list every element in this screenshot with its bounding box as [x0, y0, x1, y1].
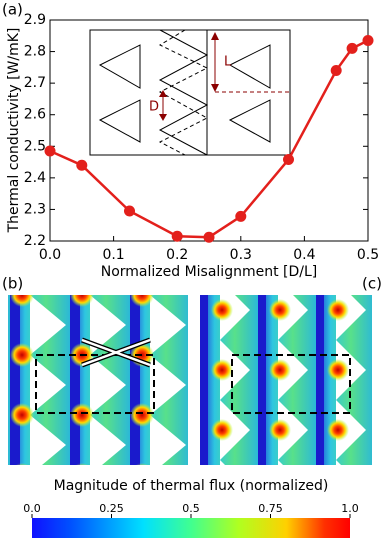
- point: [171, 230, 183, 242]
- point: [283, 154, 294, 166]
- y-tick-label: 2.2: [24, 233, 46, 249]
- colorbar-title: Magnitude of thermal flux (normalized): [54, 478, 329, 494]
- colorbar-tick-label: 0.0: [23, 502, 41, 515]
- y-tick-label: 2.3: [24, 201, 46, 217]
- y-tick-label: 2.6: [24, 107, 46, 123]
- colorbar-tick-label: 0.25: [99, 502, 124, 515]
- flux-map-c: [200, 295, 372, 465]
- y-axis-label: Thermal conductivity [W/mK]: [6, 28, 22, 234]
- x-tick-label: 0.3: [230, 247, 252, 263]
- point: [362, 35, 374, 47]
- y-tick-label: 2.4: [24, 170, 46, 186]
- y-tick-label: 2.7: [24, 75, 46, 91]
- inset-label: D: [149, 100, 159, 115]
- line: [49, 39, 369, 239]
- colorbar-tick-label: 1.0: [341, 502, 359, 515]
- point: [124, 205, 135, 217]
- panel-label: (b): [2, 275, 23, 293]
- panel-label: (a): [2, 1, 23, 19]
- x-tick-label: 0.5: [357, 247, 379, 263]
- inset-label: L: [224, 55, 232, 70]
- x-tick-label: 0.1: [102, 247, 124, 263]
- colorbar-tick-label: 0.75: [258, 502, 283, 515]
- colorbar: [32, 518, 350, 538]
- x-tick-label: 0.0: [39, 247, 61, 263]
- y-tick-label: 2.5: [24, 138, 46, 154]
- point: [203, 231, 215, 243]
- x-tick-label: 0.2: [166, 247, 188, 263]
- x-axis-label: Normalized Misalignment [D/L]: [101, 264, 318, 280]
- y-tick-label: 2.8: [24, 44, 46, 60]
- point: [235, 210, 247, 222]
- colorbar-tick-label: 0.5: [182, 502, 200, 515]
- point: [346, 42, 358, 54]
- flux-map-b: [8, 295, 188, 465]
- point: [76, 159, 88, 171]
- point: [330, 65, 342, 77]
- y-tick-label: 2.9: [24, 12, 46, 28]
- point: [44, 145, 56, 157]
- x-tick-label: 0.4: [293, 247, 315, 263]
- axes-frame: [49, 19, 369, 242]
- inset: [89, 29, 291, 156]
- panel-label: (c): [362, 275, 382, 293]
